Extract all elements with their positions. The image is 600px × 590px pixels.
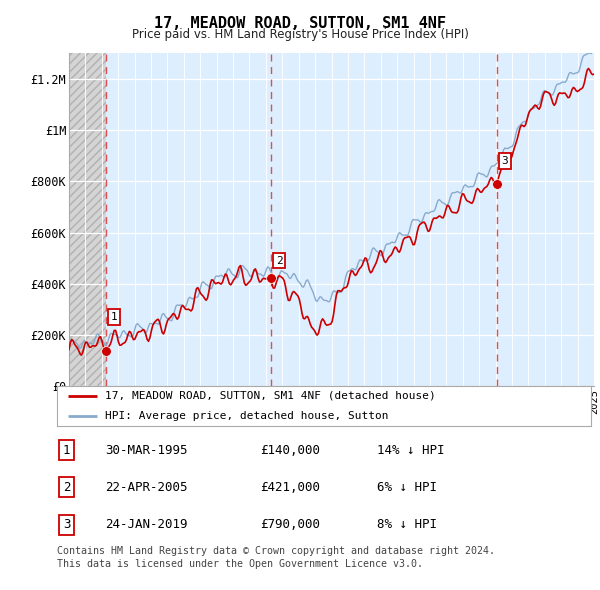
Text: 2: 2: [276, 255, 283, 266]
Text: 2: 2: [63, 481, 70, 494]
Text: 3: 3: [63, 518, 70, 531]
Bar: [69, 53, 106, 386]
Text: 14% ↓ HPI: 14% ↓ HPI: [377, 444, 445, 457]
Text: 8% ↓ HPI: 8% ↓ HPI: [377, 518, 437, 531]
Text: 30-MAR-1995: 30-MAR-1995: [105, 444, 188, 457]
Text: £790,000: £790,000: [260, 518, 320, 531]
Text: Contains HM Land Registry data © Crown copyright and database right 2024.
This d: Contains HM Land Registry data © Crown c…: [57, 546, 495, 569]
Text: 6% ↓ HPI: 6% ↓ HPI: [377, 481, 437, 494]
Text: 3: 3: [502, 156, 508, 166]
Text: 1: 1: [111, 312, 118, 322]
Text: 1: 1: [63, 444, 70, 457]
Text: 22-APR-2005: 22-APR-2005: [105, 481, 188, 494]
Text: 17, MEADOW ROAD, SUTTON, SM1 4NF (detached house): 17, MEADOW ROAD, SUTTON, SM1 4NF (detach…: [105, 391, 436, 401]
Text: Price paid vs. HM Land Registry's House Price Index (HPI): Price paid vs. HM Land Registry's House …: [131, 28, 469, 41]
Text: 24-JAN-2019: 24-JAN-2019: [105, 518, 188, 531]
Text: HPI: Average price, detached house, Sutton: HPI: Average price, detached house, Sutt…: [105, 411, 389, 421]
Text: £140,000: £140,000: [260, 444, 320, 457]
Text: 17, MEADOW ROAD, SUTTON, SM1 4NF: 17, MEADOW ROAD, SUTTON, SM1 4NF: [154, 16, 446, 31]
Text: £421,000: £421,000: [260, 481, 320, 494]
